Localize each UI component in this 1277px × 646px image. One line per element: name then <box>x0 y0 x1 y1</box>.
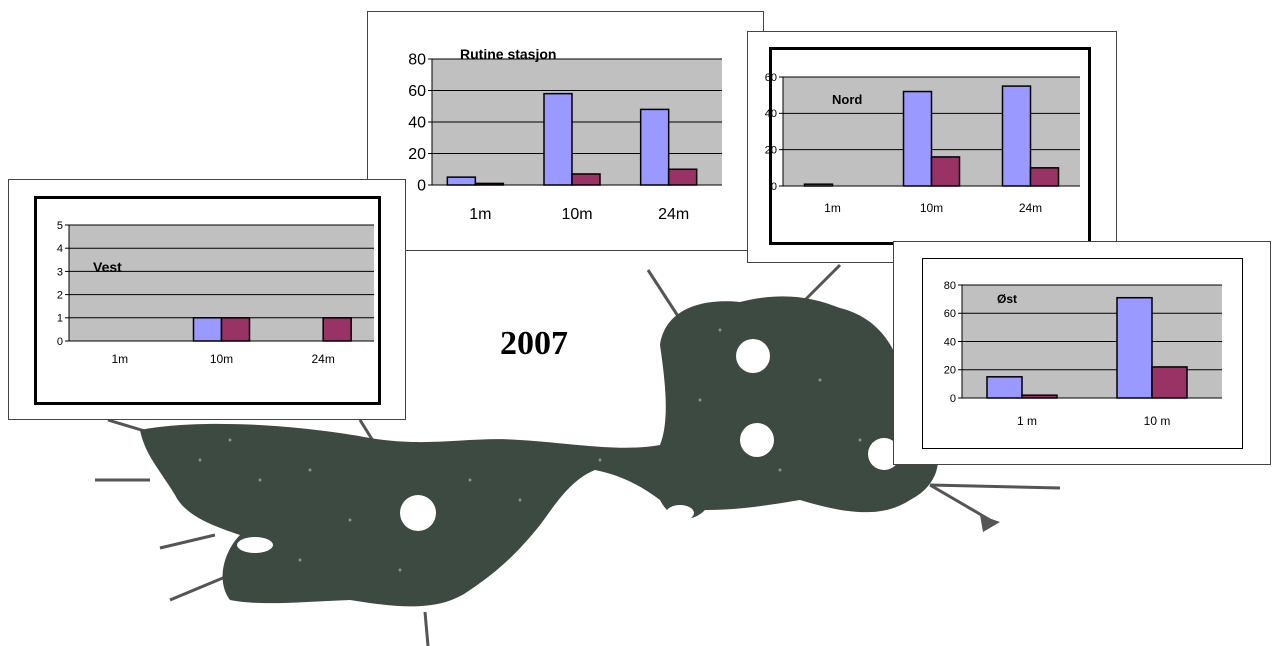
y-tick-label: 40 <box>408 115 426 132</box>
x-tick-label: 1m <box>111 352 128 366</box>
bar <box>322 317 352 342</box>
inner-frame <box>922 258 1243 449</box>
y-tick-label: 0 <box>950 393 956 405</box>
outlet-arrow-icon <box>980 515 1000 532</box>
map-speckle <box>198 328 862 572</box>
y-tick-label: 80 <box>944 280 956 292</box>
bar <box>902 90 933 187</box>
x-tick-label: 24m <box>1019 201 1042 215</box>
bar <box>220 317 251 342</box>
bar <box>474 182 505 186</box>
x-tick-label: 24m <box>658 206 689 223</box>
chart-card-vest: 0 1 2 3 4 5 1m 10m 24m Vest <box>8 179 406 420</box>
y-tick-label: 20 <box>765 145 777 157</box>
y-tick-label: 4 <box>57 243 63 255</box>
sampling-station-markers <box>237 339 900 553</box>
bar <box>639 108 670 186</box>
y-tick-label: 60 <box>408 83 426 100</box>
chart-vest: 0 1 2 3 4 5 1m 10m 24m Vest <box>57 220 374 366</box>
chart-title: Vest <box>93 259 122 275</box>
x-tick-label: 10m <box>561 206 592 223</box>
bar <box>930 156 961 187</box>
chart-card-ost: 0 20 40 60 80 1 m 10 m Øst <box>893 241 1271 465</box>
bar <box>571 173 601 186</box>
bar <box>1021 394 1058 399</box>
bar <box>667 168 698 186</box>
chart-title: Nord <box>832 92 862 107</box>
y-tick-label: 0 <box>417 178 426 195</box>
y-tick-label: 80 <box>408 52 426 69</box>
lake-shape <box>140 296 939 607</box>
y-tick-label: 5 <box>57 220 63 232</box>
bar <box>1001 85 1032 187</box>
x-tick-label: 24m <box>311 352 334 366</box>
bar <box>192 317 223 342</box>
y-tick-label: 1 <box>57 313 63 325</box>
chart-ost: 0 20 40 60 80 1 m 10 m Øst <box>944 280 1222 428</box>
year-label: 2007 <box>500 325 568 362</box>
y-tick-label: 2 <box>57 289 63 301</box>
y-tick-label: 20 <box>944 365 956 377</box>
bar <box>1029 167 1060 187</box>
x-tick-label: 10m <box>210 352 233 366</box>
chart-card-nord: 0 20 40 60 1m 10m 24m Nord <box>747 31 1117 263</box>
chart-title: Øst <box>997 292 1017 306</box>
x-tick-label: 10m <box>920 201 943 215</box>
y-tick-label: 40 <box>765 108 777 120</box>
bar <box>1151 366 1188 399</box>
x-tick-label: 1 m <box>1017 414 1037 428</box>
y-tick-label: 0 <box>57 336 63 348</box>
bar <box>803 183 834 187</box>
x-tick-label: 1m <box>824 201 841 215</box>
chart-rutine-stasjon: 0 20 40 60 80 1m 10m 24m Rutine stasjon <box>408 46 722 223</box>
bar <box>446 176 477 186</box>
chart-nord: 0 20 40 60 1m 10m 24m Nord <box>765 72 1080 215</box>
y-tick-label: 20 <box>408 146 426 163</box>
y-tick-label: 60 <box>765 72 777 84</box>
y-tick-label: 0 <box>771 181 777 193</box>
y-tick-label: 40 <box>944 336 956 348</box>
x-tick-label: 1m <box>469 206 491 223</box>
inner-frame <box>34 196 381 405</box>
bar <box>986 376 1023 399</box>
y-tick-label: 3 <box>57 266 63 278</box>
x-tick-label: 10 m <box>1144 414 1171 428</box>
bar <box>1116 296 1153 399</box>
chart-title: Rutine stasjon <box>460 46 556 62</box>
bar <box>543 92 573 186</box>
y-tick-label: 60 <box>944 308 956 320</box>
chart-card-rutine-stasjon: 0 20 40 60 80 1m 10m 24m Rutine stasjon <box>367 11 764 251</box>
